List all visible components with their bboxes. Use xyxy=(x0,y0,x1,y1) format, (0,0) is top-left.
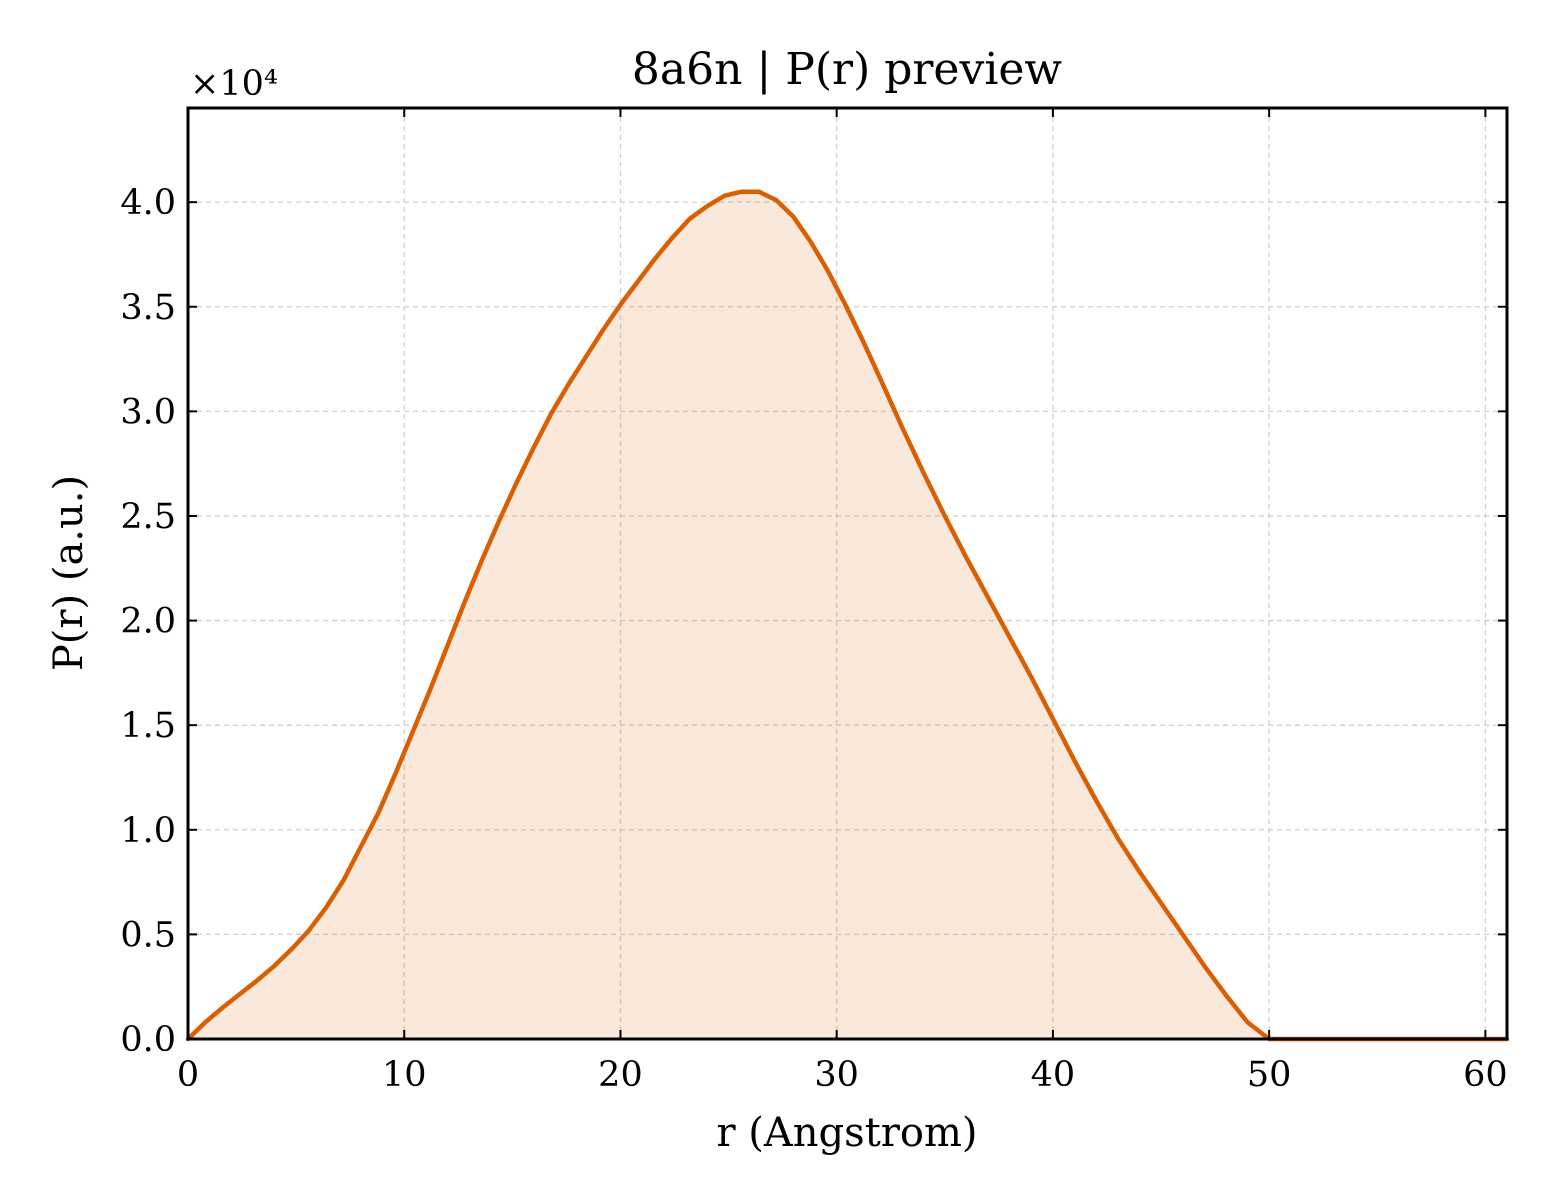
y-tick-label: 1.0 xyxy=(120,811,176,851)
y-tick-label: 0.5 xyxy=(120,915,176,955)
x-tick-label: 30 xyxy=(814,1055,859,1095)
y-tick-label: 4.0 xyxy=(120,183,176,223)
y-tick-label: 3.5 xyxy=(120,288,176,328)
y-tick-label: 3.0 xyxy=(120,392,176,432)
y-offset-label: ×10⁴ xyxy=(190,64,278,104)
series-area-fill xyxy=(188,191,1507,1039)
series-line xyxy=(185,189,1510,1042)
y-tick-label: 0.0 xyxy=(120,1020,176,1060)
x-tick-label: 0 xyxy=(177,1055,199,1095)
x-tick-label: 10 xyxy=(382,1055,427,1095)
plot-area xyxy=(185,189,1510,1042)
axes-frame xyxy=(186,106,1509,1041)
x-tick-label: 40 xyxy=(1031,1055,1076,1095)
y-tick-label: 2.5 xyxy=(120,497,176,537)
y-axis-title: P(r) (a.u.) xyxy=(46,475,92,671)
chart-title: 8a6n | P(r) preview xyxy=(632,44,1063,95)
tick-labels: 0 10 20 30 40 50 60 0.0 0.5 1.0 1.5 2.0 2.5 3.0 3.5 4.0 xyxy=(120,183,1507,1095)
x-axis-title: r (Angstrom) xyxy=(716,1110,977,1156)
y-tick-label: 2.0 xyxy=(120,602,176,642)
y-tick-label: 1.5 xyxy=(120,706,176,746)
x-tick-label: 50 xyxy=(1247,1055,1292,1095)
x-tick-label: 60 xyxy=(1463,1055,1508,1095)
x-tick-label: 20 xyxy=(598,1055,643,1095)
